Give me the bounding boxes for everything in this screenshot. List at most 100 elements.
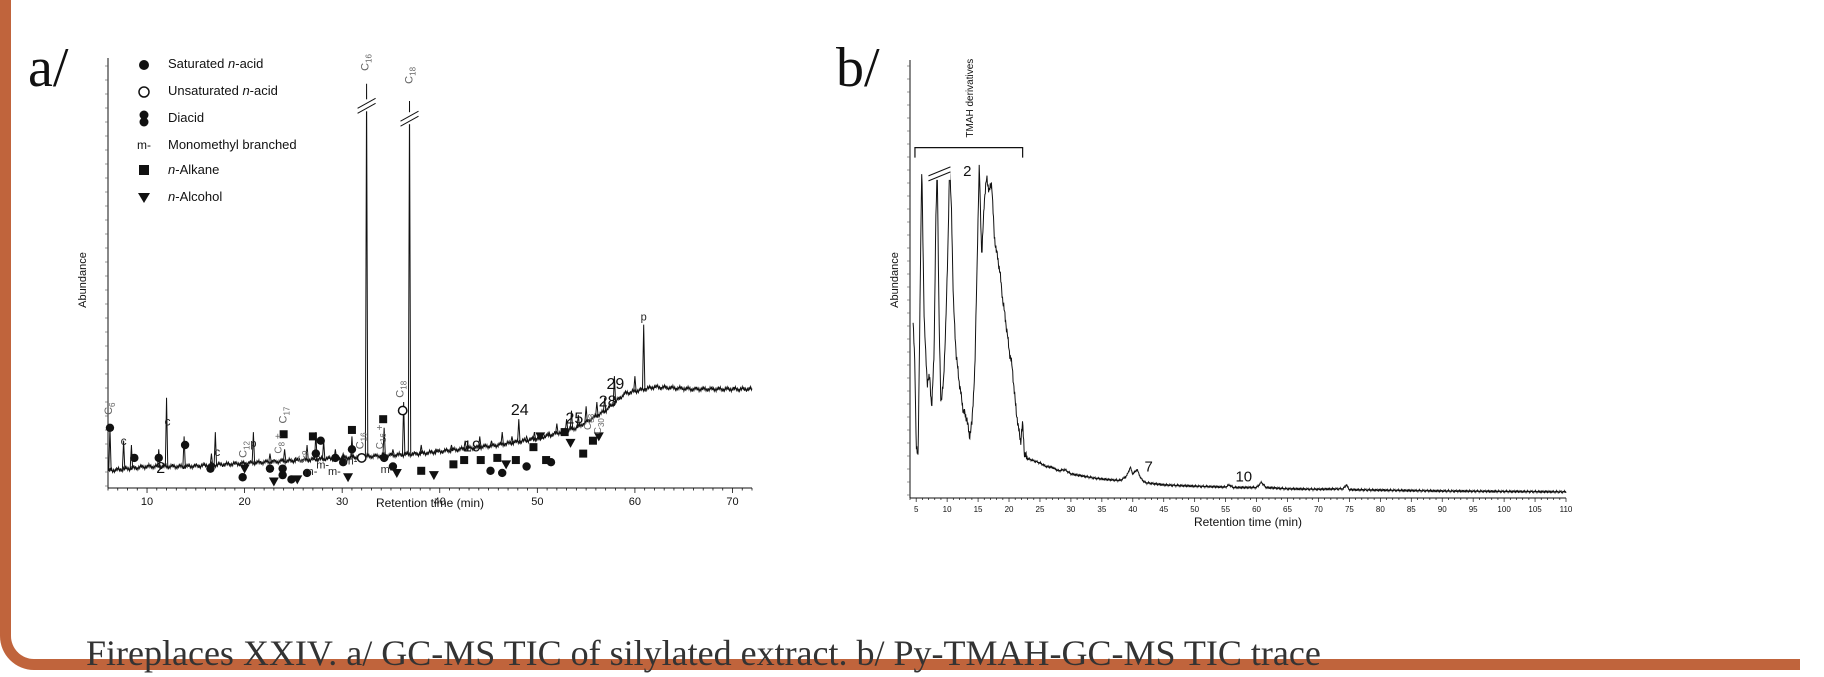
alkane-marker: [560, 428, 569, 437]
x-tick-label: 75: [1345, 505, 1354, 514]
chromatogram-peak: [584, 406, 588, 423]
chart-b-xlabel: Retention time (min): [1194, 515, 1302, 529]
axis-break-mark: [928, 166, 951, 177]
alcohol-marker: [593, 432, 604, 442]
peak-annotation: C30: [593, 418, 606, 435]
chart-b-trace: [912, 164, 1567, 495]
chart-b-x-ticks: 5 10 15 20 25 30 35 40 45 50 55 60 65 70 75 80 85 90 95 100…: [909, 498, 1573, 514]
x-tick-label: 60: [629, 496, 641, 508]
chart-a-baseline-trace: [107, 383, 753, 474]
alcohol-marker: [428, 471, 439, 481]
legend-square-icon: [139, 165, 149, 175]
peak-annotation: C16 +: [375, 424, 388, 449]
legend-item-unsaturated-acid: Unsaturated n-acid: [168, 83, 278, 98]
figure-caption: Fireplaces XXIV. a/ GC-MS TIC of silylat…: [86, 633, 1321, 673]
axis-break-mark: [400, 115, 419, 127]
peak-annotation: c: [165, 415, 171, 429]
x-tick-label: 100: [1497, 505, 1511, 514]
axis-break-mark: [400, 110, 419, 122]
chromatogram-peak: [213, 432, 218, 465]
alkane-marker: [493, 453, 502, 462]
x-tick-label: 50: [1190, 505, 1199, 514]
peak-annotation: C8 +: [274, 433, 287, 453]
peak-annotation: C12: [238, 440, 252, 457]
chart-a-y-minor-ticks: [105, 65, 108, 487]
saturated-acid-marker: [302, 468, 312, 478]
peak-annotation: C16: [360, 53, 374, 70]
peak-annotation: 7: [1145, 459, 1153, 476]
chromatogram-peak: [209, 453, 214, 466]
alkane-marker: [279, 430, 288, 439]
chromatogram-peak: [241, 461, 245, 464]
chromatogram-peak: [182, 436, 186, 467]
peak-annotation: 2: [963, 163, 971, 180]
chromatogram-peak: [547, 430, 551, 436]
x-tick-label: 50: [531, 496, 543, 508]
peak-annotation: m-: [316, 460, 329, 472]
legend-triangle-icon: [138, 193, 150, 203]
x-tick-label: 80: [1376, 505, 1385, 514]
chromatogram-peak: [564, 419, 569, 431]
saturated-acid-marker: [278, 464, 287, 473]
peak-annotation: p: [641, 311, 647, 323]
saturated-acid-marker: [265, 464, 275, 473]
chart-b-tic-trace: [912, 164, 1567, 495]
saturated-acid-marker: [238, 473, 247, 482]
peak-annotation: 25: [566, 411, 584, 428]
saturated-acid-marker: [278, 470, 287, 480]
axis-break-gap: [358, 99, 375, 112]
legend-item-diacid: Diacid: [168, 110, 204, 125]
saturated-acid-marker: [154, 453, 163, 463]
saturated-acid-marker: [311, 449, 321, 458]
peak-annotation: C18: [403, 66, 417, 83]
peak-annotation: C17: [278, 406, 292, 423]
chart-a-legend: Saturated n-acid Unsaturated n-acid Diac…: [137, 56, 297, 204]
panel-label-a: a/: [28, 37, 69, 99]
x-tick-label: 30: [1066, 505, 1075, 514]
chromatogram-peak: [463, 440, 467, 449]
legend-diacid-icon-top: [139, 110, 149, 120]
x-tick-label: 10: [141, 496, 153, 508]
chart-b-bracket: [914, 147, 1024, 158]
alcohol-marker: [391, 468, 402, 478]
peak-annotation: m-: [328, 466, 341, 478]
chromatogram-peak: [407, 100, 412, 455]
chromatogram-peak: [489, 440, 494, 446]
chart-a-x-ticks: 10 20 30 40 50 60 70: [107, 488, 753, 508]
legend-item-alcohol: n-Alcohol: [168, 189, 222, 204]
chromatogram-peak: [478, 436, 482, 448]
saturated-acid-marker: [316, 436, 325, 445]
chromatogram-peak: [524, 434, 529, 441]
x-tick-label: 35: [1097, 505, 1106, 514]
legend-filled-circle-icon: [139, 60, 149, 70]
chromatogram-peak: [268, 453, 272, 462]
alkane-marker: [417, 466, 426, 475]
peak-annotation: C33: [583, 413, 596, 430]
chromatogram-peak: [419, 444, 423, 454]
legend-monomethyl-symbol: m-: [137, 138, 151, 152]
axis-break-mark: [357, 97, 376, 109]
chromatogram-peak: [401, 401, 406, 455]
chromatogram-peak: [305, 444, 309, 460]
x-tick-label: 110: [1560, 505, 1573, 514]
legend-open-circle-icon: [138, 86, 150, 98]
alkane-marker: [308, 432, 317, 441]
peak-annotation: 19: [463, 438, 481, 455]
chart-b-ylabel: Abundance: [889, 252, 901, 308]
chromatogram-peak: [633, 376, 637, 392]
chromatogram-peak: [612, 376, 617, 403]
legend-item-saturated-acid: Saturated n-acid: [168, 56, 263, 71]
peak-annotation: c: [214, 445, 220, 459]
chart-a-markers: [105, 405, 604, 487]
alkane-marker: [449, 460, 458, 469]
x-tick-label: 30: [336, 496, 348, 508]
saturated-acid-marker: [347, 445, 357, 454]
unsaturated-acid-marker: [397, 405, 408, 416]
axis-break-mark: [357, 102, 376, 114]
x-tick-label: 70: [1314, 505, 1323, 514]
x-tick-label: 40: [1128, 505, 1137, 514]
chromatogram-peak: [510, 436, 514, 443]
alkane-marker: [542, 456, 551, 465]
tmah-bracket-line: [914, 147, 1024, 158]
